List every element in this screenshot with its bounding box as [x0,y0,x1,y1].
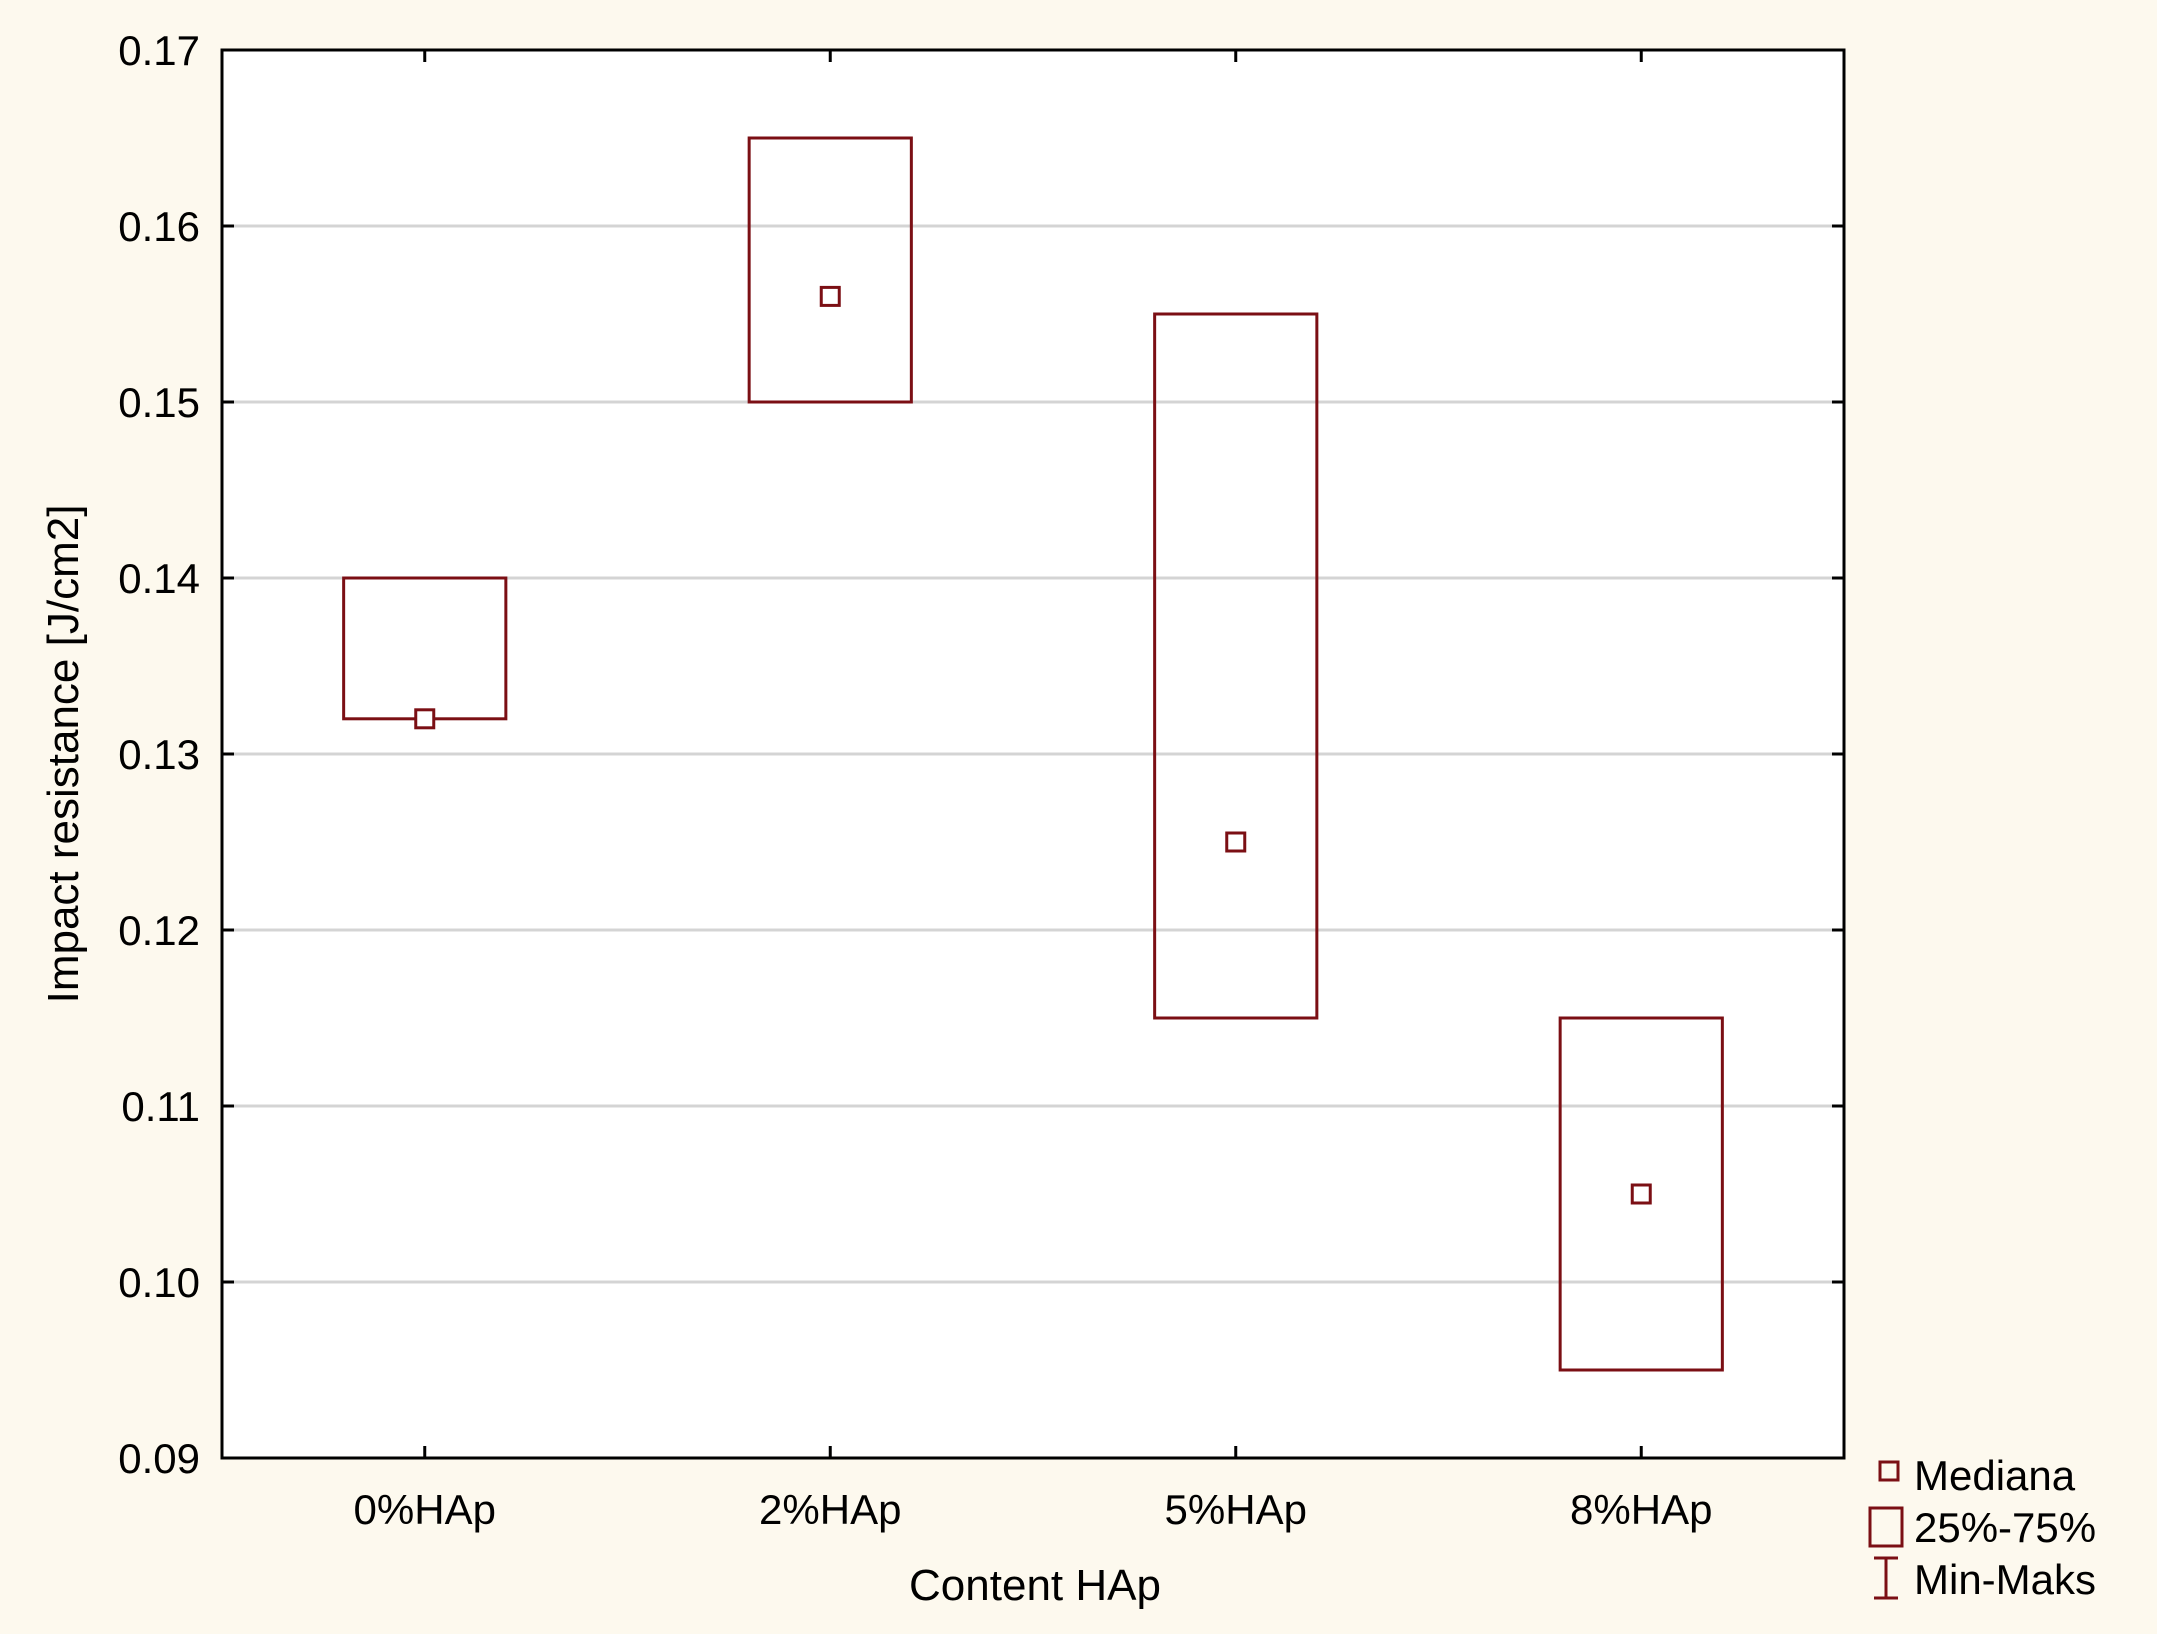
legend-iqr-icon [1868,1506,1904,1548]
y-tick-label: 0.10 [118,1259,200,1306]
median-marker [1225,831,1247,853]
y-tick-label: 0.11 [121,1083,200,1130]
x-tick-label: 0%HAp [354,1486,496,1533]
legend-median-icon [1878,1460,1900,1482]
y-tick-label: 0.13 [118,731,200,778]
legend-minmax-label: Min-Maks [1914,1556,2096,1603]
iqr-box [1558,1016,1724,1372]
y-tick-label: 0.12 [118,907,200,954]
legend-median-label: Mediana [1914,1452,2076,1499]
boxes [342,136,1724,1372]
x-tick-label: 8%HAp [1570,1486,1712,1533]
y-tick-label: 0.16 [118,203,200,250]
median-marker [819,285,841,307]
x-tick-label: 5%HAp [1165,1486,1307,1533]
axis-tick-labels: 0.09 0.10 0.11 0.12 0.13 0.14 0.15 0.16 0.17 0%HA… [118,27,1712,1533]
x-axis-title: Content HAp [909,1561,1161,1610]
x-tick-label: 2%HAp [759,1486,901,1533]
iqr-box [1153,312,1319,1020]
y-tick-label: 0.15 [118,379,200,426]
legend-iqr-label: 25%-75% [1914,1504,2096,1551]
iqr-box [747,136,913,404]
y-tick-label: 0.17 [118,27,200,74]
y-tick-label: 0.14 [118,555,200,602]
median-marker [1630,1183,1652,1205]
legend: Mediana 25%-75% Min-Maks [1868,1452,2096,1603]
axis-ticks [222,48,1844,1460]
median-marker [414,708,436,730]
y-tick-label: 0.09 [118,1435,200,1482]
y-axis-title: Impact resistance [J/cm2] [39,505,88,1004]
